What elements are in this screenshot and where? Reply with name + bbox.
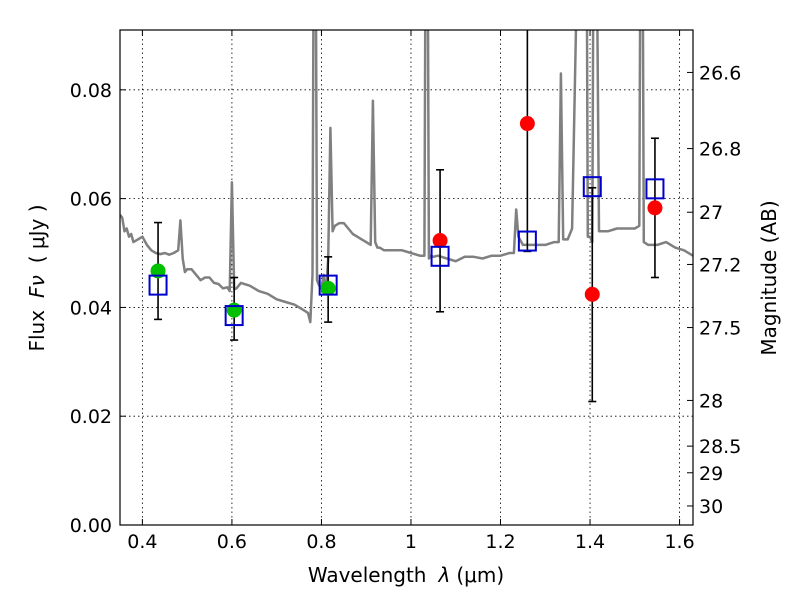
mag-tick-label: 27 — [699, 202, 723, 224]
mag-tick-label: 27.2 — [699, 254, 741, 276]
plot-area — [120, 30, 693, 403]
y-axis-label-text: Flux — [25, 310, 49, 352]
x-tick-label: 1.2 — [485, 531, 515, 553]
mag-tick-label: 27.5 — [699, 318, 741, 340]
model-photometry-marker — [582, 176, 602, 198]
mag-tick-label: 26.6 — [699, 62, 741, 84]
x-axis-label-text: Wavelength — [308, 563, 427, 587]
axes: 0.4 0.6 0.8 1 1.2 1.4 1.6 0.00 0.02 0.04 0.06 0.08 2… — [70, 30, 741, 553]
y-axis-label-unit: ( μJy ) — [25, 204, 49, 263]
detected-marker — [226, 302, 242, 318]
x-tick-label: 1.4 — [575, 531, 605, 553]
x-tick-label: 1.6 — [664, 531, 694, 553]
x-axis-label-unit: (μm) — [456, 563, 504, 587]
mag-tick-label: 26.8 — [699, 139, 741, 161]
x-tick-label: 0.4 — [127, 531, 157, 553]
model-photometry-marker — [645, 178, 665, 200]
right-axis-label: Magnitude (AB) — [757, 200, 781, 355]
x-axis-label-symbol: λ — [438, 563, 451, 587]
mag-tick-label: 28 — [699, 390, 723, 412]
model-photometry-marker — [224, 305, 244, 327]
x-tick-label: 0.6 — [217, 531, 247, 553]
mag-tick-label: 30 — [699, 496, 723, 518]
mag-tick-label: 28.5 — [699, 436, 741, 458]
model-photometry-marker — [318, 274, 338, 296]
model-photometry-marker — [430, 245, 450, 267]
y-axis-label-symbol: Fν — [25, 275, 49, 298]
y-tick-label: 0.06 — [70, 189, 112, 211]
upper-limit-band-marker — [519, 116, 535, 132]
mag-tick-label: 29 — [699, 463, 723, 485]
y-tick-label: 0.00 — [70, 515, 112, 537]
model-photometry-marker — [148, 274, 168, 296]
y-axis-label: Flux Fν ( μJy ) — [25, 204, 49, 351]
upper-limit-band-marker — [432, 233, 448, 249]
upper-limit-band-marker — [647, 200, 663, 216]
model-photometry-marker — [517, 230, 537, 252]
detected-marker — [320, 280, 336, 296]
spectrum-line — [120, 30, 693, 324]
y-tick-label: 0.02 — [70, 406, 112, 428]
plot-frame — [119, 29, 694, 526]
upper-limit-band-marker — [584, 286, 600, 302]
x-axis-label: Wavelength λ (μm) — [308, 563, 504, 587]
y-tick-label: 0.08 — [70, 80, 112, 102]
x-tick-label: 1 — [405, 531, 417, 553]
y-tick-label: 0.04 — [70, 297, 112, 319]
x-tick-label: 0.8 — [306, 531, 336, 553]
